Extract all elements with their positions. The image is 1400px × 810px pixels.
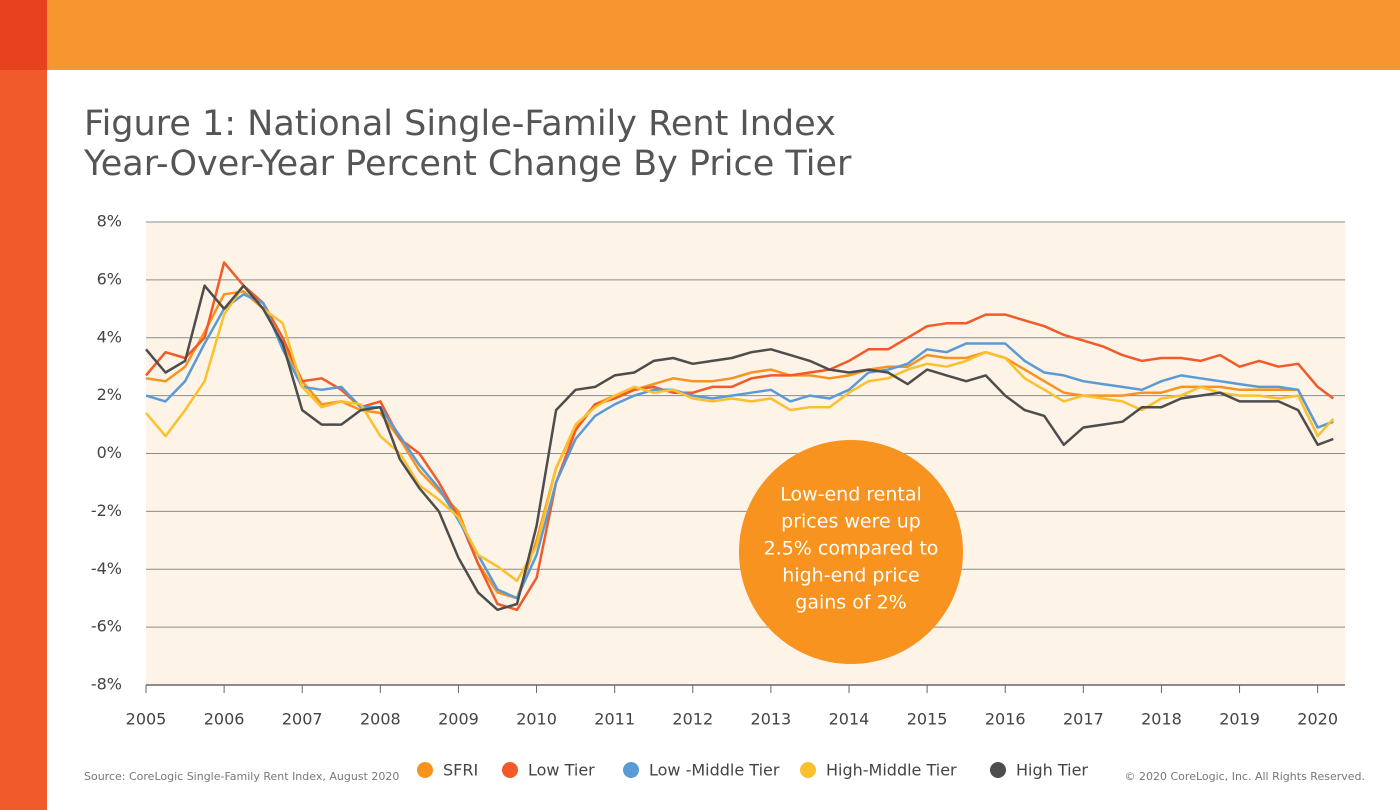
y-tick-label: -4%: [91, 559, 122, 578]
series-line: [145, 261, 1335, 612]
y-tick-label: 4%: [97, 327, 122, 346]
legend-marker: [800, 762, 816, 778]
x-tick-label: 2019: [1219, 710, 1260, 729]
legend-marker: [417, 762, 433, 778]
y-tick-label: 8%: [97, 212, 122, 231]
x-tick-label: 2018: [1141, 710, 1182, 729]
y-tick-label: 6%: [97, 269, 122, 288]
legend-marker: [990, 762, 1006, 778]
x-tick-label: 2017: [1063, 710, 1104, 729]
legend-label: High-Middle Tier: [826, 761, 957, 780]
copyright: © 2020 CoreLogic, Inc. All Rights Reserv…: [1125, 770, 1365, 783]
annotation-text: 2.5% compared to: [764, 538, 939, 560]
annotation-text: high-end price: [782, 565, 919, 587]
annotation-text: prices were up: [781, 511, 921, 533]
legend-marker: [623, 762, 639, 778]
annotation-text: Low-end rental: [780, 484, 922, 506]
x-tick-label: 2016: [985, 710, 1026, 729]
chart-title: Figure 1: National Single-Family Rent In…: [84, 104, 836, 144]
y-tick-label: 2%: [97, 385, 122, 404]
y-tick-label: -6%: [91, 617, 122, 636]
series-line: [145, 293, 1334, 600]
x-tick-label: 2005: [126, 710, 167, 729]
chart-subtitle: Year-Over-Year Percent Change By Price T…: [83, 144, 852, 184]
y-tick-label: -8%: [91, 675, 122, 694]
top-band: [0, 0, 1400, 70]
source-note: Source: CoreLogic Single-Family Rent Ind…: [84, 770, 399, 783]
x-tick-label: 2009: [438, 710, 479, 729]
corner-block: [0, 0, 47, 70]
y-tick-label: -2%: [91, 501, 122, 520]
legend-label: High Tier: [1016, 761, 1088, 780]
x-tick-label: 2011: [594, 710, 635, 729]
x-tick-label: 2013: [751, 710, 792, 729]
left-stripe: [0, 0, 47, 810]
x-tick-label: 2007: [282, 710, 323, 729]
x-tick-label: 2006: [204, 710, 245, 729]
series-line: [145, 284, 1334, 612]
legend-label: Low Tier: [528, 761, 595, 780]
x-tick-label: 2008: [360, 710, 401, 729]
legend-label: SFRI: [443, 761, 478, 780]
x-tick-label: 2020: [1297, 710, 1338, 729]
y-tick-label: 0%: [97, 443, 122, 462]
x-tick-label: 2014: [829, 710, 870, 729]
x-tick-label: 2015: [907, 710, 948, 729]
x-tick-label: 2010: [516, 710, 557, 729]
legend-label: Low -Middle Tier: [649, 761, 780, 780]
legend-marker: [502, 762, 518, 778]
annotation-bubble: [739, 440, 963, 664]
x-tick-label: 2012: [672, 710, 713, 729]
annotation-text: gains of 2%: [795, 592, 906, 614]
